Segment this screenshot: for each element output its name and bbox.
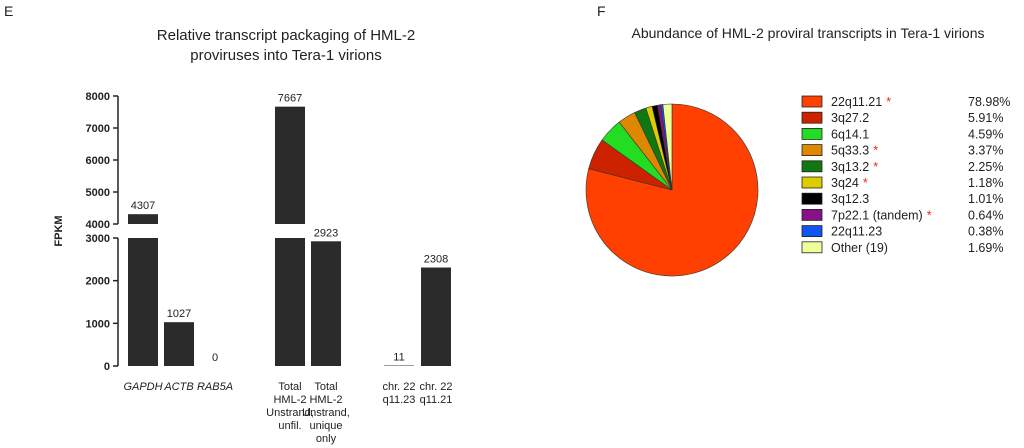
legend-swatch bbox=[801, 225, 823, 238]
x-tick-label: Total bbox=[278, 381, 301, 393]
pie-chart-title: Abundance of HML-2 proviral transcripts … bbox=[631, 25, 984, 41]
legend-swatch bbox=[801, 127, 823, 140]
bar bbox=[311, 241, 341, 366]
legend-percent: 2.25% bbox=[968, 160, 1003, 174]
bar-value-label: 11 bbox=[393, 352, 404, 364]
pie-chart: Abundance of HML-2 proviral transcripts … bbox=[585, 25, 1010, 277]
bar-value-label: 2923 bbox=[314, 227, 338, 239]
bar-value-label: 4307 bbox=[131, 200, 155, 212]
y-tick-label: 3000 bbox=[86, 233, 110, 245]
legend-swatch bbox=[801, 160, 823, 173]
bar-lower-segment bbox=[275, 238, 305, 366]
y-tick-label: 0 bbox=[104, 361, 110, 373]
bar-upper-segment bbox=[128, 214, 158, 224]
legend-star: * bbox=[873, 144, 878, 158]
x-tick-label: q11.23 bbox=[383, 394, 416, 406]
x-tick-label: q11.21 bbox=[420, 394, 453, 406]
legend-swatch bbox=[801, 176, 823, 189]
x-tick-label: GAPDH bbox=[123, 381, 162, 393]
legend-label: 5q33.3 * bbox=[831, 144, 878, 158]
y-tick-label: 2000 bbox=[86, 276, 110, 288]
legend-swatch bbox=[801, 95, 823, 108]
legend-swatch bbox=[801, 111, 823, 124]
x-tick-label: chr. 22 bbox=[382, 381, 415, 393]
legend-percent: 5.91% bbox=[968, 111, 1003, 125]
bar bbox=[421, 267, 451, 366]
x-tick-label: Unstrand, bbox=[302, 407, 350, 419]
legend-star: * bbox=[863, 176, 868, 190]
bar-value-label: 0 bbox=[212, 352, 218, 364]
legend-swatch bbox=[801, 208, 823, 221]
legend-swatch bbox=[801, 144, 823, 157]
legend-percent: 78.98% bbox=[968, 95, 1010, 109]
pie-slice bbox=[585, 103, 759, 277]
legend-percent: 3.37% bbox=[968, 144, 1003, 158]
legend-star: * bbox=[886, 95, 891, 109]
pie-slice bbox=[662, 103, 673, 191]
legend-label: 3q13.2 * bbox=[831, 160, 878, 174]
legend-label: 3q27.2 bbox=[831, 111, 869, 125]
y-tick-label: 1000 bbox=[86, 318, 110, 330]
bar-value-label: 7667 bbox=[278, 93, 302, 105]
bar-chart-title-line: proviruses into Tera-1 virions bbox=[190, 47, 381, 64]
x-tick-label: unique bbox=[309, 420, 342, 432]
y-tick-label: 4000 bbox=[86, 219, 110, 231]
legend-star: * bbox=[927, 208, 932, 222]
bar-chart: Relative transcript packaging of HML-2 pr… bbox=[53, 27, 453, 445]
legend-label: 3q24 * bbox=[831, 176, 868, 190]
bar-value-label: 1027 bbox=[167, 308, 191, 320]
legend-label: 22q11.21 * bbox=[831, 95, 891, 109]
legend-label: Other (19) bbox=[831, 241, 888, 255]
y-tick-label: 5000 bbox=[86, 187, 110, 199]
legend-percent: 1.69% bbox=[968, 241, 1003, 255]
panel-letter-e: E bbox=[4, 3, 13, 19]
legend-percent: 0.64% bbox=[968, 208, 1003, 222]
bar bbox=[164, 322, 194, 366]
x-tick-label: Unstrand, bbox=[266, 407, 314, 419]
y-axis-label: FPKM bbox=[53, 215, 65, 246]
panel-letter-f: F bbox=[597, 3, 606, 19]
legend-label: 7p22.1 (tandem) * bbox=[831, 208, 932, 222]
legend-swatch bbox=[801, 241, 823, 254]
y-tick-label: 7000 bbox=[86, 123, 110, 135]
x-tick-label: HML-2 bbox=[273, 394, 306, 406]
x-tick-label: ACTB bbox=[163, 381, 193, 393]
legend-label: 3q12.3 bbox=[831, 192, 869, 206]
y-tick-label: 8000 bbox=[86, 91, 110, 103]
legend-percent: 1.01% bbox=[968, 192, 1003, 206]
legend-percent: 0.38% bbox=[968, 225, 1003, 239]
y-tick-label: 6000 bbox=[86, 155, 110, 167]
x-tick-label: Total bbox=[314, 381, 337, 393]
legend-percent: 4.59% bbox=[968, 127, 1003, 141]
legend-percent: 1.18% bbox=[968, 176, 1003, 190]
bar-value-label: 2308 bbox=[424, 254, 448, 266]
bar-upper-segment bbox=[275, 106, 305, 224]
legend-label: 22q11.23 bbox=[831, 225, 882, 239]
legend-label: 6q14.1 bbox=[831, 127, 869, 141]
x-tick-label: only bbox=[316, 433, 337, 445]
bar-chart-title-line: Relative transcript packaging of HML-2 bbox=[157, 27, 415, 44]
legend-star: * bbox=[873, 160, 878, 174]
legend-swatch bbox=[801, 192, 823, 205]
x-tick-label: RAB5A bbox=[197, 381, 233, 393]
x-tick-label: unfil. bbox=[278, 420, 301, 432]
bar-lower-segment bbox=[128, 238, 158, 366]
x-tick-label: chr. 22 bbox=[419, 381, 452, 393]
x-tick-label: HML-2 bbox=[309, 394, 342, 406]
